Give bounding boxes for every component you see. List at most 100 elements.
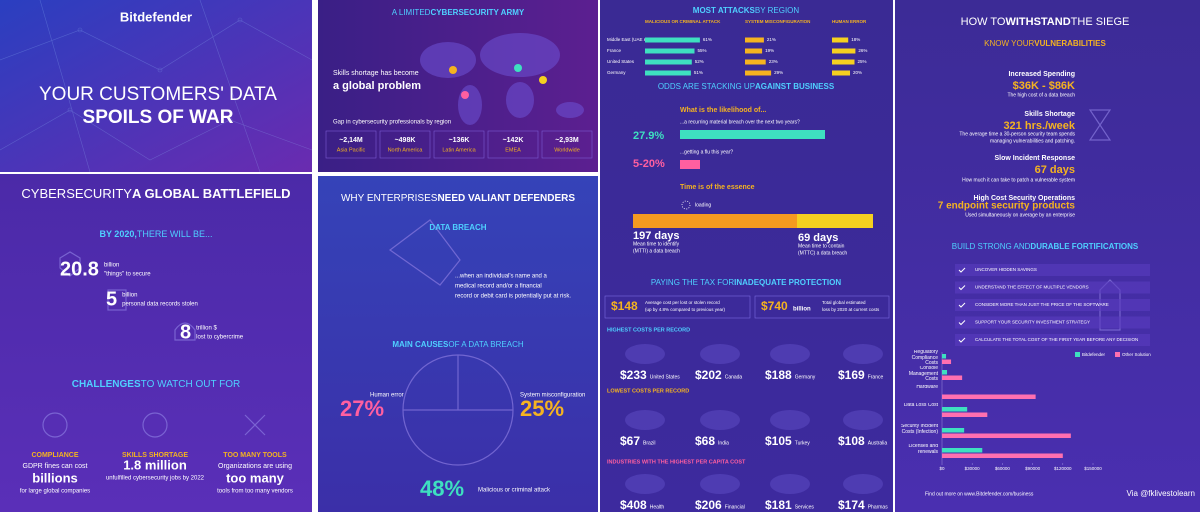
cause-name: Human error <box>370 393 404 399</box>
region-name: North America <box>388 147 424 153</box>
heading-part: TO WATCH OUT FOR <box>141 379 241 390</box>
item-desc: The average time a 30-person security te… <box>959 131 1075 137</box>
odds-value: 27.9% <box>633 130 664 142</box>
category-text: Licenses and renewals <box>908 444 938 455</box>
cost-value: $67 <box>620 434 640 448</box>
region-name: Worldwide <box>554 147 580 153</box>
cost-name: Turkey <box>795 440 811 446</box>
heading-part: CYBERSECURITY ARMY <box>430 8 524 17</box>
challenge-text: for large global companies <box>20 489 90 495</box>
cost-value: $68 <box>695 434 715 448</box>
cost-name: Services <box>795 504 815 510</box>
heading: KNOW YOURVULNERABILITIES <box>984 39 1106 48</box>
defenders-panel <box>318 176 598 512</box>
heading-part: BUILD STRONG AND <box>952 242 1031 251</box>
heading: CYBERSECURITYA GLOBAL BATTLEFIELD <box>21 186 290 201</box>
category-label: Security Incident Costs (Infection) <box>901 424 938 434</box>
check-icon <box>958 320 966 326</box>
country-shape <box>625 410 665 430</box>
cause-name: Malicious or criminal attack <box>478 488 551 494</box>
stat-unit: trillion $ <box>196 326 217 332</box>
challenge-title: COMPLIANCE <box>31 452 78 459</box>
time-bar <box>633 214 797 228</box>
item-title: High Cost Security Operations <box>973 195 1075 202</box>
country-shape <box>770 474 810 494</box>
item-desc: managing vulnerabilities and patching. <box>990 138 1075 144</box>
heading: ODDS ARE STACKING UPAGAINST BUSINESS <box>658 82 835 91</box>
attack-label: 21% <box>767 37 776 42</box>
challenge-big: too many <box>226 470 285 485</box>
caption: Gap in cybersecurity professionals by re… <box>333 120 451 126</box>
cost-value: $188 <box>765 368 792 382</box>
odds-bar <box>680 160 700 169</box>
section-title: HIGHEST COSTS PER RECORD <box>607 327 690 333</box>
challenge-title: SKILLS SHORTAGE <box>122 452 188 459</box>
map-pins <box>449 64 547 99</box>
attack-bar <box>645 37 700 43</box>
breach-text: ...when an individual's name and a <box>455 274 548 280</box>
attack-bar <box>832 70 850 76</box>
country-shape <box>625 344 665 364</box>
checklist-item: SUPPORT YOUR SECURITY INVESTMENT STRATEG… <box>975 320 1090 325</box>
cause-value: 48% <box>420 476 464 501</box>
challenge-text: GDPR fines can cost <box>23 463 88 470</box>
cost-value: $408 <box>620 498 647 512</box>
item-desc: How much it can take to patch a vulnerab… <box>962 177 1075 183</box>
heading-part: THERE WILL BE... <box>137 229 213 239</box>
attack-label: 19% <box>765 48 774 53</box>
country-shape <box>843 344 883 364</box>
stat-desc: personal data records stolen <box>122 302 198 308</box>
country-shape <box>700 410 740 430</box>
region-name: Latin America <box>442 147 476 153</box>
heading-part: WHY ENTERPRISES <box>341 193 438 204</box>
cost-value: $206 <box>695 498 722 512</box>
region-box <box>541 130 593 159</box>
cost-name: Canada <box>725 374 743 380</box>
item-value: 321 hrs./week <box>1003 120 1075 132</box>
item-desc: The high cost of a data breach <box>1007 92 1075 98</box>
time-desc: Mean time to contain <box>798 243 845 249</box>
category-label: Data Loss Cost <box>904 403 938 408</box>
bar <box>942 433 1071 438</box>
attack-label: 20% <box>853 70 862 75</box>
cost-name: India <box>718 440 729 446</box>
attack-label: 52% <box>695 59 704 64</box>
heading-part: A LIMITED <box>392 8 431 17</box>
attack-label: 29% <box>774 70 783 75</box>
x-tick-label: $30000 <box>965 466 981 471</box>
cost-value: $105 <box>765 434 792 448</box>
heading-part: VULNERABILITIES <box>1034 39 1106 48</box>
bar <box>942 370 948 375</box>
breach-text: record or debit card is potentially put … <box>455 294 571 300</box>
intro: Skills shortage has become <box>333 70 419 77</box>
cause-name: System misconfiguration <box>520 393 585 399</box>
cost-value: $108 <box>838 434 865 448</box>
column-header: MALICIOUS OR CRIMINAL ATTACK <box>645 19 721 24</box>
x-tick-label: $120000 <box>1054 466 1072 471</box>
stat-unit: billion <box>793 307 811 313</box>
attack-bar <box>745 70 772 76</box>
x-tick-label: $90000 <box>1025 466 1041 471</box>
bar <box>942 359 952 364</box>
region-box <box>433 130 485 159</box>
challenge-text: Organizations are using <box>218 463 292 470</box>
stat-box <box>604 295 751 319</box>
heading-part: A GLOBAL BATTLEFIELD <box>132 186 291 201</box>
category-text: Console Management Costs <box>908 366 938 382</box>
heading: BUILD STRONG ANDDURABLE FORTIFICATIONS <box>952 242 1139 251</box>
country-shape <box>843 410 883 430</box>
country-shape <box>843 474 883 494</box>
category-text: Regulatory Compliance Costs <box>911 350 938 366</box>
item-value: $36K - $86K <box>1013 80 1075 92</box>
network-decoration <box>0 0 313 173</box>
cost-value: $202 <box>695 368 722 382</box>
section-title: Time is of the essence <box>680 184 755 191</box>
heading: CHALLENGESTO WATCH OUT FOR <box>72 379 241 390</box>
bar <box>942 428 965 433</box>
region-value: ~2,93M <box>555 137 579 144</box>
column-header: HUMAN ERROR <box>832 19 867 24</box>
challenge-big: billions <box>32 470 78 485</box>
stat-desc: Total global estimated <box>822 300 866 305</box>
cost-value: $174 <box>838 498 865 512</box>
attack-bar <box>645 70 691 76</box>
